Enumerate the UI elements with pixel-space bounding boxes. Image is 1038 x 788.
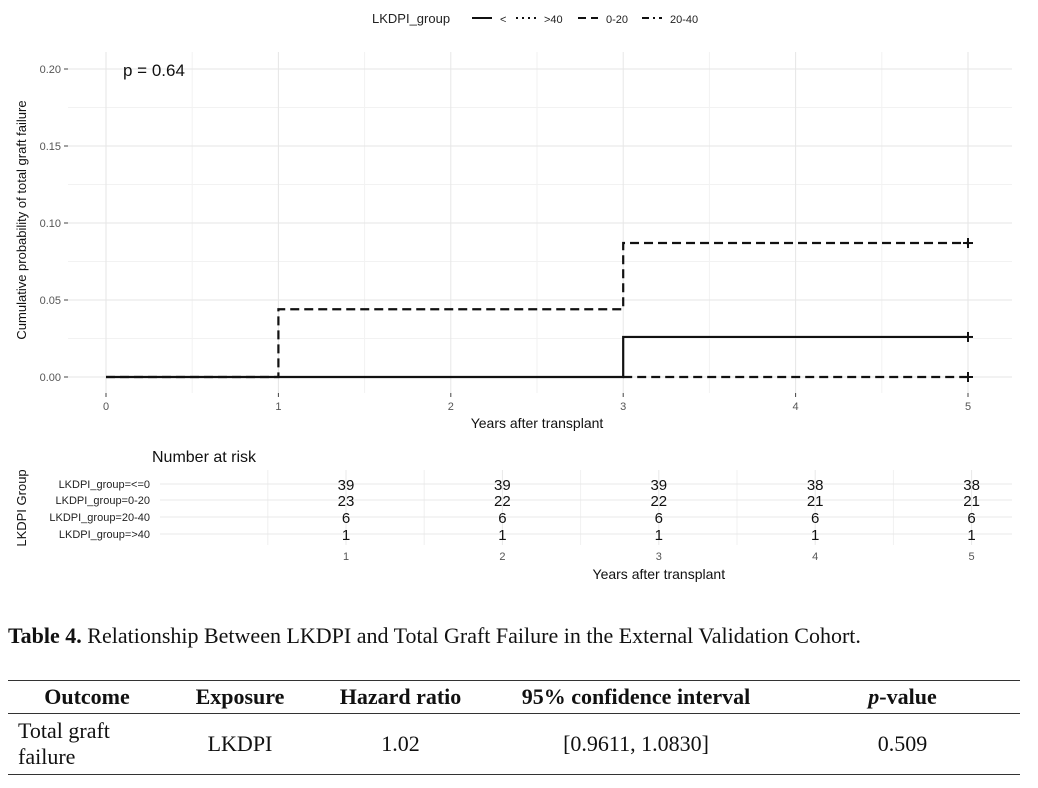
legend-title: LKDPI_group [372, 11, 450, 26]
header-ci: 95% confidence interval [487, 680, 785, 714]
cell-hazard-ratio: 1.02 [314, 713, 487, 775]
cumulative-incidence-plot: 0 1 2 3 4 5 0.00 0.05 0.10 0.15 0.20 Years after tr… [14, 52, 1012, 431]
risk-count: 1 [967, 527, 975, 544]
table-header-row: Outcome Exposure Hazard ratio 95% confid… [8, 680, 1020, 714]
censor-mark [963, 331, 973, 342]
censor-mark [963, 238, 973, 249]
x-tick-label: 3 [620, 401, 626, 413]
header-p-italic: p [868, 684, 880, 709]
caption-text: Relationship Between LKDPI and Total Gra… [81, 623, 861, 648]
risk-row-label: LKDPI_group=<=0 [59, 479, 150, 491]
y-tick-label: 0.10 [40, 218, 61, 230]
risk-count: 21 [963, 493, 980, 510]
risk-count: 39 [338, 477, 355, 494]
legend-entry-label: >40 [544, 14, 563, 26]
p-value-annotation: p = 0.64 [123, 61, 185, 80]
risk-row-label: LKDPI_group=20-40 [49, 512, 150, 524]
censor-mark [963, 372, 973, 382]
risk-count: 23 [338, 493, 355, 510]
risk-x-tick-label: 4 [812, 551, 818, 563]
table-row: Total graft failure LKDPI 1.02 [0.9611, … [8, 713, 1020, 775]
risk-count: 38 [963, 477, 980, 494]
header-hazard-ratio: Hazard ratio [314, 680, 487, 714]
y-axis-title: Cumulative probability of total graft fa… [14, 100, 29, 339]
legend: LKDPI_group < >40 0-20 20-40 [372, 11, 698, 26]
legend-entry-label: < [500, 14, 506, 26]
risk-x-tick-label: 5 [969, 551, 975, 563]
risk-count: 1 [811, 527, 819, 544]
x-tick-label: 5 [965, 401, 971, 413]
x-axis-title: Years after transplant [471, 415, 604, 431]
cell-p-value: 0.509 [785, 713, 1020, 775]
risk-x-tick-label: 1 [343, 551, 349, 563]
risk-count: 1 [342, 527, 350, 544]
risk-count: 6 [655, 510, 663, 527]
series-line-2 [106, 241, 968, 379]
risk-x-tick-label: 3 [656, 551, 662, 563]
series-line-1 [106, 335, 968, 379]
risk-count: 21 [807, 493, 824, 510]
risk-count: 6 [498, 510, 506, 527]
header-p-value: p-value [785, 680, 1020, 714]
x-tick-label: 0 [103, 401, 109, 413]
risk-count: 6 [342, 510, 350, 527]
risk-count: 38 [807, 477, 824, 494]
risk-count: 22 [494, 493, 511, 510]
risk-count: 22 [650, 493, 667, 510]
y-tick-label: 0.05 [40, 295, 61, 307]
risk-table-title: Number at risk [152, 449, 257, 466]
caption-label: Table 4. [8, 623, 82, 648]
legend-entry-label: 0-20 [606, 14, 628, 26]
risk-count: 6 [967, 510, 975, 527]
survival-figure: LKDPI_group < >40 0-20 20-40 0 1 2 3 4 50.000.050… [14, 11, 1012, 582]
risk-count: 1 [655, 527, 663, 544]
x-tick-label: 2 [448, 401, 454, 413]
risk-x-tick-label: 2 [499, 551, 505, 563]
risk-count: 1 [498, 527, 506, 544]
header-exposure: Exposure [166, 680, 314, 714]
legend-entry-label: 20-40 [670, 14, 698, 26]
risk-row-label: LKDPI_group=0-20 [56, 495, 150, 507]
risk-x-axis-title: Years after transplant [593, 566, 726, 582]
cell-exposure: LKDPI [166, 713, 314, 775]
cell-outcome: Total graft failure [8, 713, 166, 775]
y-tick-label: 0.15 [40, 141, 61, 153]
x-tick-label: 4 [793, 401, 799, 413]
risk-row-label: LKDPI_group=>40 [59, 529, 150, 541]
cell-ci: [0.9611, 1.0830] [487, 713, 785, 775]
risk-count: 6 [811, 510, 819, 527]
table-caption: Table 4. Relationship Between LKDPI and … [8, 622, 1028, 650]
x-tick-label: 1 [275, 401, 281, 413]
risk-y-axis-title: LKDPI Group [14, 469, 29, 546]
risk-count: 39 [650, 477, 667, 494]
results-table: Outcome Exposure Hazard ratio 95% confid… [8, 680, 1020, 775]
header-p-suffix: -value [879, 684, 937, 709]
y-tick-label: 0.20 [40, 64, 61, 76]
y-tick-label: 0.00 [40, 372, 61, 384]
header-outcome: Outcome [8, 680, 166, 714]
risk-count: 39 [494, 477, 511, 494]
